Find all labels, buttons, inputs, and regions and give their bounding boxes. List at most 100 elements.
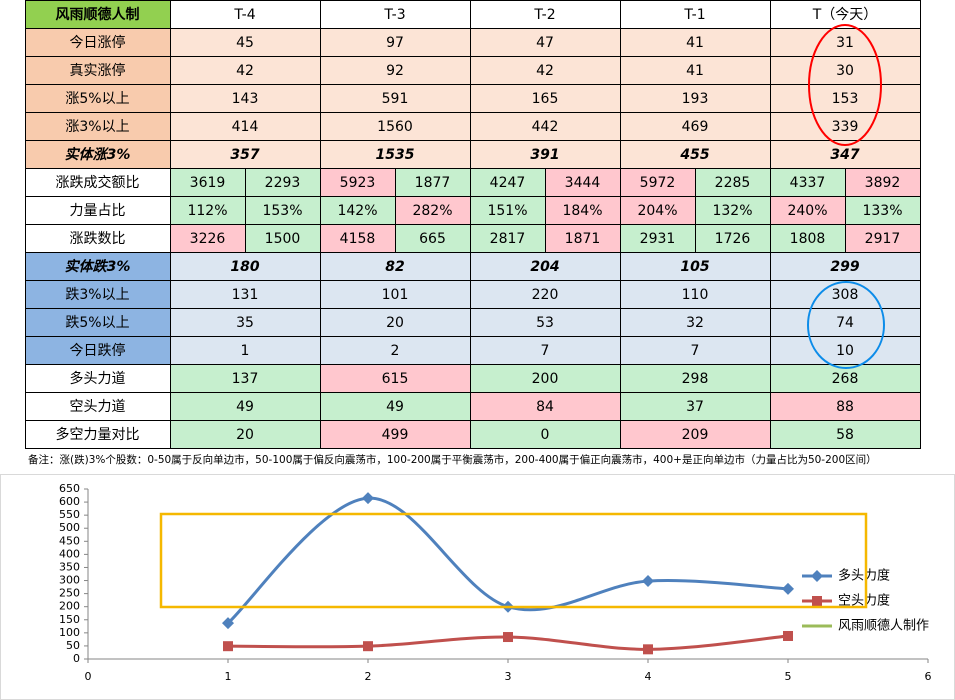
note: 备注：涨(跌)3%个股数：0-50属于反向单边市，50-100属于偏反向震荡市，… <box>28 453 877 466</box>
cell-text: 357 <box>230 147 259 163</box>
cell-text: 455 <box>679 147 709 163</box>
highlight-box <box>159 512 868 609</box>
cell <box>620 84 771 113</box>
x-tick-label: 3 <box>505 670 512 683</box>
row-label-cell <box>25 280 171 309</box>
row-label-cell <box>25 84 171 113</box>
legend-label: 多头力度 <box>838 568 890 584</box>
cell-text: 82 <box>385 259 404 275</box>
cell-text: 84 <box>536 399 554 415</box>
cell <box>320 196 396 225</box>
chart: 0501001502002503003504004505005506006500… <box>59 482 932 683</box>
row-label-cell <box>25 168 171 197</box>
series-line <box>226 496 789 625</box>
y-tick-label: 200 <box>59 600 80 613</box>
row-label-cell <box>25 336 171 365</box>
cell-text: 442 <box>532 119 559 135</box>
cell-text: 101 <box>382 287 409 303</box>
data-point <box>783 630 793 641</box>
cell <box>770 392 921 421</box>
cell-text: 268 <box>832 371 859 387</box>
cell <box>470 196 546 225</box>
cell <box>770 224 846 253</box>
cell-text: 298 <box>682 371 709 387</box>
cell-text: 1500 <box>265 231 301 247</box>
cell <box>620 252 771 281</box>
cell-text: 1560 <box>377 119 413 135</box>
cell-text: 47 <box>536 35 554 51</box>
cell <box>245 224 321 253</box>
data-point <box>363 641 373 652</box>
cell <box>170 420 321 449</box>
cell-text: 53 <box>536 315 554 331</box>
cell-text: 49 <box>236 399 254 415</box>
data-point <box>362 492 374 505</box>
cell-text: 153% <box>262 203 302 219</box>
cell-text: 137 <box>232 371 259 387</box>
cell-text: 10 <box>836 343 854 359</box>
header-text: T-3 <box>383 7 405 23</box>
cell-text: 31 <box>836 35 854 51</box>
cell <box>620 56 771 85</box>
cell <box>320 420 471 449</box>
row-label: 真实涨停 <box>70 62 126 79</box>
cell-text: 1535 <box>376 147 415 163</box>
cell-text: 4158 <box>340 231 376 247</box>
cell <box>320 280 471 309</box>
table: 风雨顺德人制 T-4 T-3 T-2 T-1 T（今天） 今日涨停 45 97 47 41 31 真实涨… <box>25 0 921 449</box>
cell <box>320 168 396 197</box>
row-label: 涨跌数比 <box>70 231 126 247</box>
row-label: 跌3%以上 <box>65 287 129 303</box>
cell-text: 20 <box>386 315 404 331</box>
y-tick-label: 300 <box>59 574 80 587</box>
y-tick-label: 450 <box>59 534 80 547</box>
cell <box>470 252 621 281</box>
row-label-cell <box>25 196 171 225</box>
cell <box>470 28 621 57</box>
y-tick-label: 400 <box>59 547 80 560</box>
row-label: 多空力量对比 <box>56 426 140 443</box>
legend-marker <box>811 570 823 582</box>
data-point <box>223 641 233 652</box>
cell <box>770 364 921 393</box>
cell <box>320 252 471 281</box>
cell <box>170 364 321 393</box>
header-text: 风雨顺德人制 <box>56 6 140 23</box>
header-text: T-1 <box>683 7 705 23</box>
cell-text: 4247 <box>490 175 526 191</box>
cell <box>620 392 771 421</box>
cell-text: 1 <box>241 343 250 359</box>
data-point <box>503 632 513 643</box>
cell <box>770 112 921 141</box>
row-label: 今日涨停 <box>70 34 126 51</box>
cell-text: 142% <box>337 203 377 219</box>
cell-text: 165 <box>532 91 559 107</box>
row-label: 涨3%以上 <box>65 119 129 135</box>
cell <box>470 392 621 421</box>
cell-text: 665 <box>419 231 446 247</box>
header-text: T（今天） <box>812 7 878 23</box>
cell <box>545 168 621 197</box>
cell-text: 1871 <box>565 231 601 247</box>
cell-text: 184% <box>562 203 602 219</box>
cell-text: 112% <box>187 203 227 219</box>
cell-text: 193 <box>682 91 709 107</box>
cell <box>170 84 321 113</box>
cell <box>470 56 621 85</box>
cell <box>770 280 921 309</box>
cell-text: 391 <box>530 147 559 163</box>
y-tick-label: 600 <box>59 495 80 508</box>
cell <box>470 336 621 365</box>
y-tick-label: 50 <box>66 639 80 652</box>
row-label: 跌5%以上 <box>65 315 129 331</box>
cell <box>170 28 321 57</box>
row-label-cell <box>25 252 171 281</box>
cell-text: 282% <box>412 203 452 219</box>
legend-label: 风雨顺德人制作 <box>838 619 929 634</box>
cell-text: 5972 <box>640 175 676 191</box>
cell <box>170 308 321 337</box>
cell <box>620 364 771 393</box>
cell-text: 32 <box>686 315 704 331</box>
cell-text: 42 <box>536 63 554 79</box>
cell-text: 3226 <box>190 231 226 247</box>
